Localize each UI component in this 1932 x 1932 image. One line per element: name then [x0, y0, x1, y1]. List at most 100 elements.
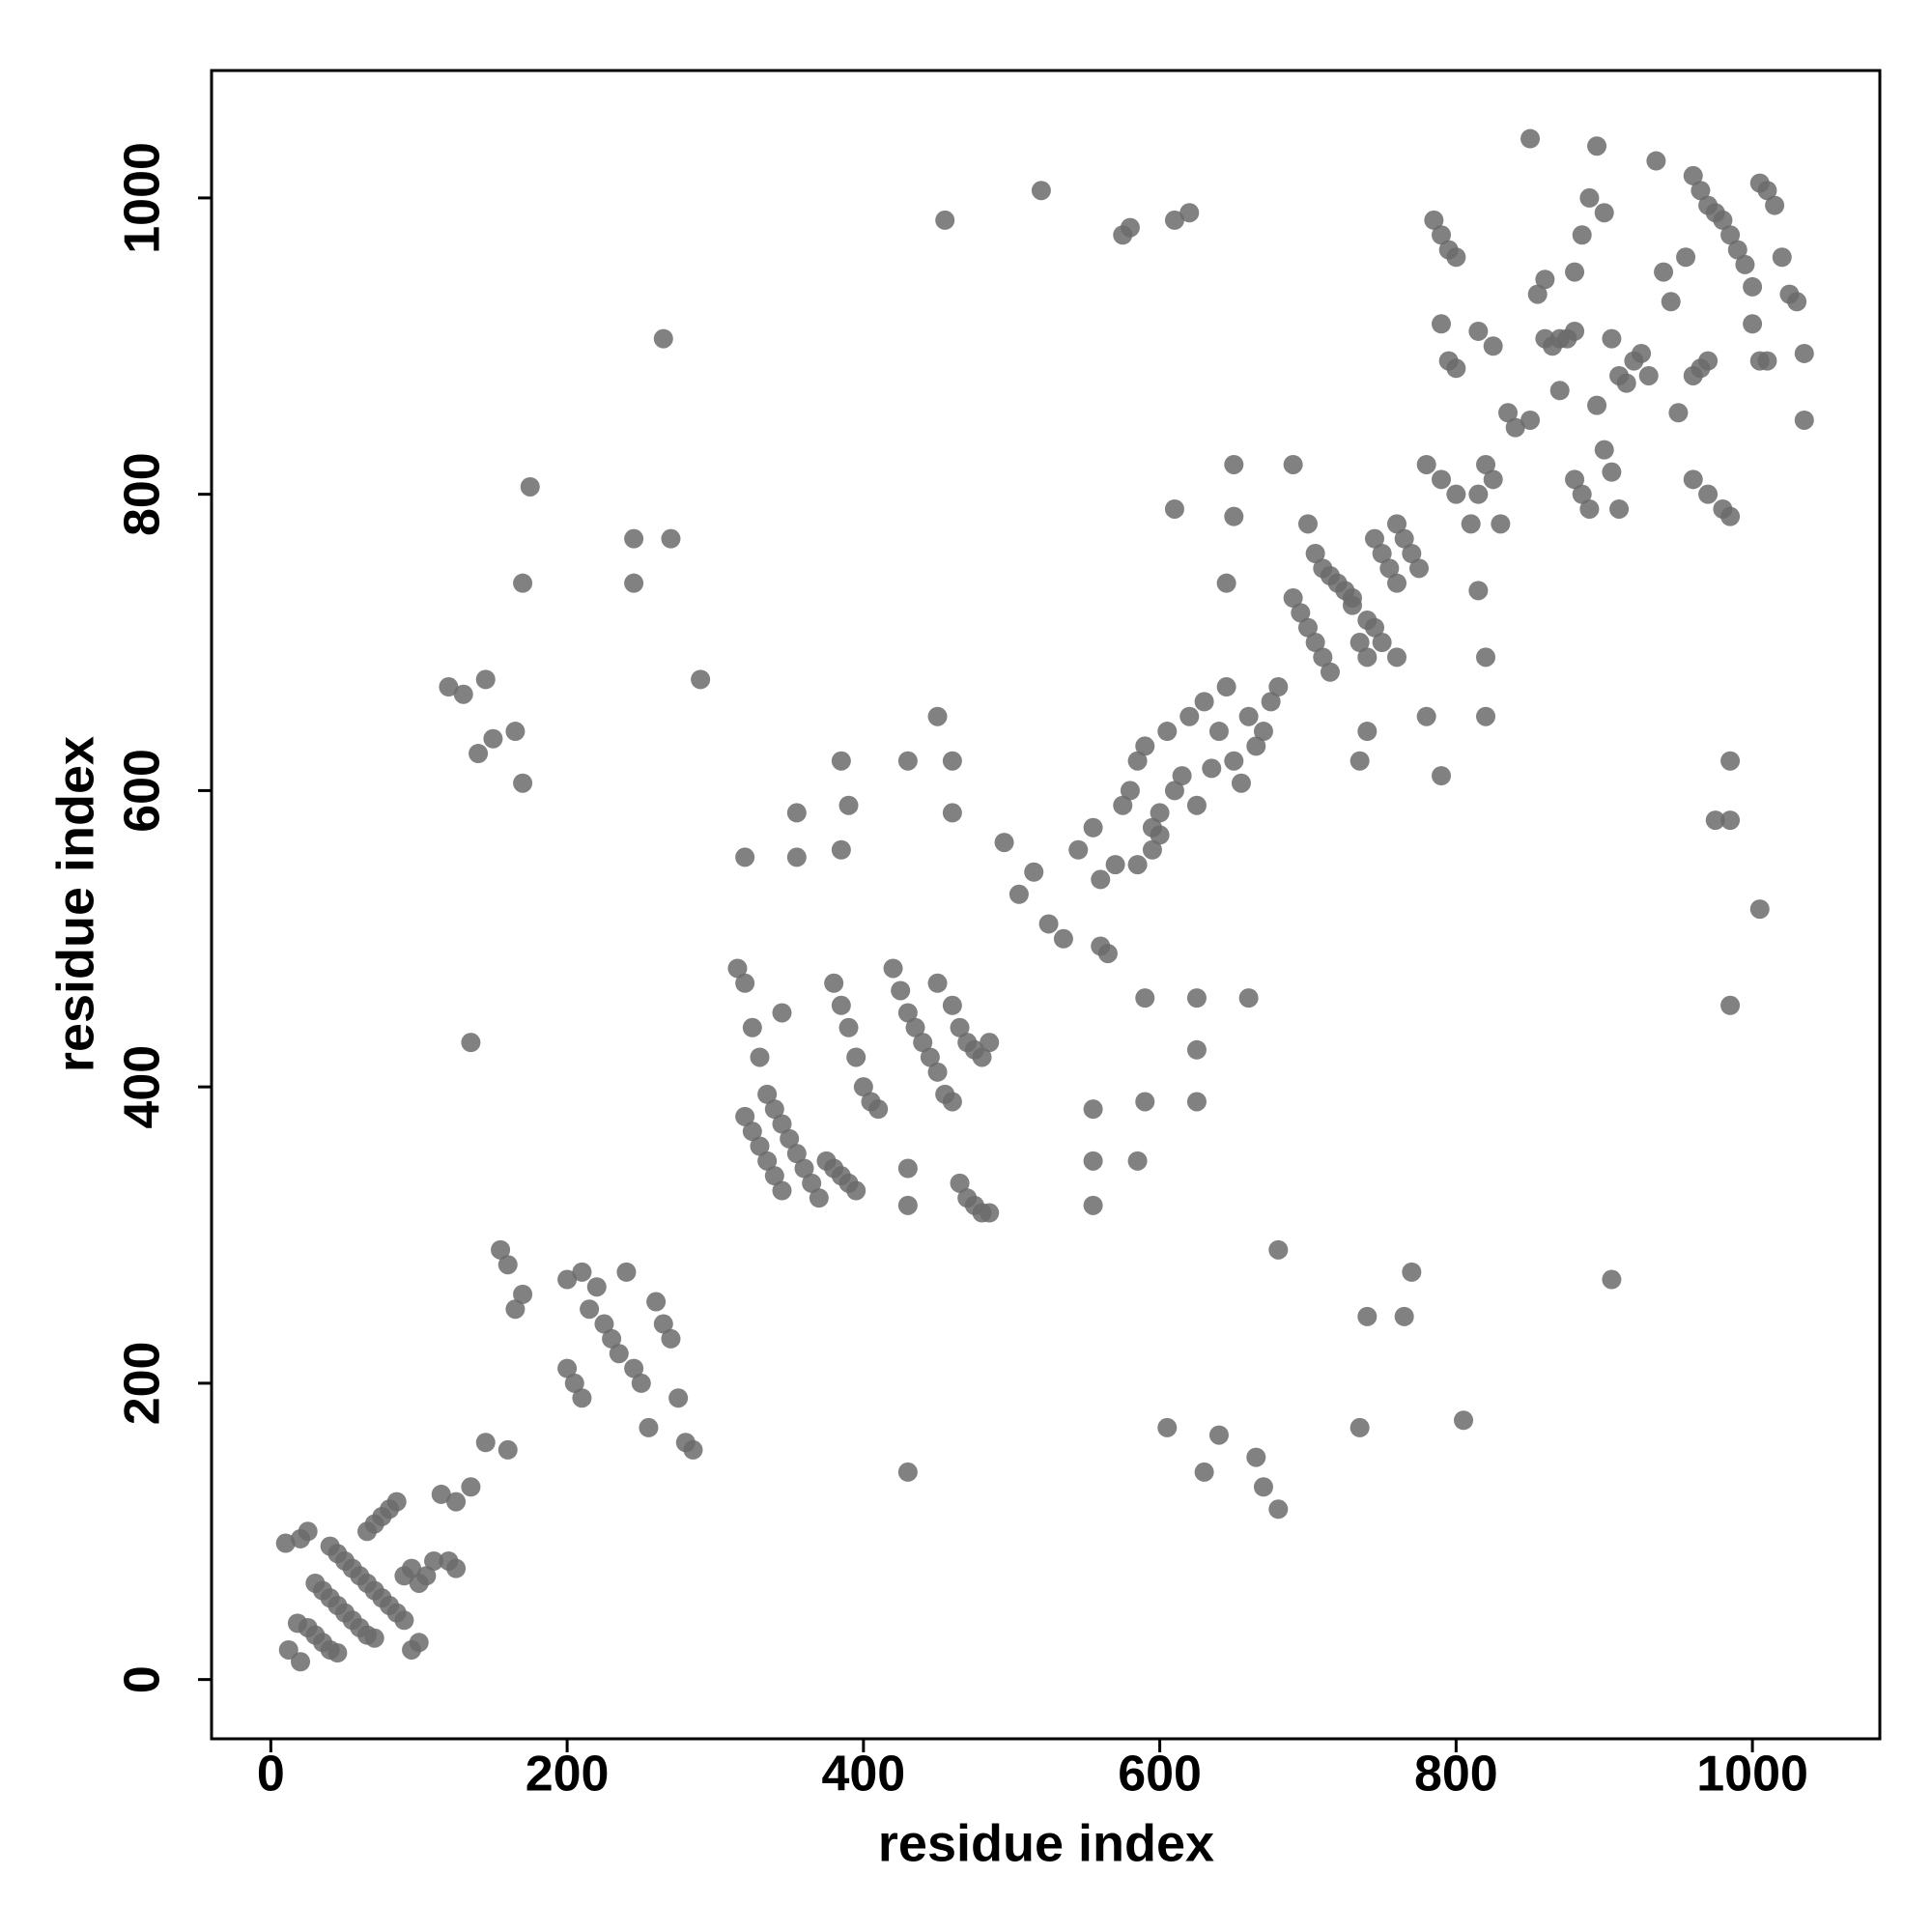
- point: [1409, 558, 1430, 579]
- point: [1120, 781, 1140, 801]
- point: [809, 1188, 829, 1208]
- point: [1357, 647, 1378, 668]
- point: [1238, 988, 1259, 1009]
- point: [505, 1299, 526, 1320]
- point: [1446, 484, 1466, 504]
- point: [1313, 647, 1333, 668]
- point: [653, 1314, 673, 1334]
- point: [1402, 544, 1422, 564]
- point: [853, 1077, 873, 1097]
- point: [1587, 395, 1607, 415]
- point: [897, 751, 918, 771]
- point: [1602, 1269, 1622, 1290]
- point: [1216, 677, 1236, 697]
- point: [764, 1099, 784, 1120]
- point: [1594, 440, 1614, 460]
- point: [1135, 1092, 1155, 1112]
- point: [980, 1033, 1000, 1053]
- point: [1268, 1239, 1289, 1260]
- point: [1268, 677, 1289, 697]
- y-tick-label: 800: [115, 452, 171, 536]
- point: [1268, 1499, 1289, 1520]
- point: [1194, 1462, 1214, 1482]
- point: [1549, 381, 1570, 401]
- point: [727, 958, 748, 979]
- point: [1491, 514, 1511, 534]
- point: [1632, 343, 1652, 363]
- point: [1468, 581, 1489, 601]
- point: [1283, 588, 1303, 609]
- point: [1468, 484, 1489, 504]
- point: [1357, 722, 1378, 742]
- point: [942, 751, 962, 771]
- point: [838, 795, 859, 815]
- point: [1535, 328, 1555, 349]
- point: [1208, 722, 1229, 742]
- point: [1579, 187, 1600, 208]
- point: [846, 1047, 867, 1067]
- point: [950, 1173, 970, 1193]
- point: [1757, 181, 1777, 201]
- point: [1690, 181, 1711, 201]
- point: [1549, 328, 1570, 349]
- point: [497, 1439, 518, 1460]
- point: [586, 1277, 607, 1297]
- point: [1320, 662, 1340, 682]
- point: [1083, 1195, 1103, 1215]
- point: [1432, 314, 1452, 334]
- point: [1454, 1410, 1474, 1431]
- point: [1720, 225, 1741, 245]
- point: [1202, 758, 1222, 779]
- point: [1305, 633, 1325, 653]
- point: [897, 1158, 918, 1179]
- point: [942, 803, 962, 823]
- point: [897, 1462, 918, 1482]
- point: [1468, 321, 1489, 341]
- point: [786, 1144, 807, 1164]
- point: [291, 1652, 311, 1672]
- point: [439, 677, 459, 697]
- point: [668, 1388, 689, 1408]
- point: [1135, 736, 1155, 756]
- point: [446, 1558, 467, 1578]
- point: [1424, 210, 1444, 230]
- point: [1350, 633, 1370, 653]
- point: [1720, 506, 1741, 526]
- point: [1224, 506, 1244, 526]
- point: [275, 1533, 296, 1553]
- point: [1135, 988, 1155, 1009]
- point: [891, 980, 911, 1001]
- point: [1113, 795, 1133, 815]
- point: [424, 1550, 444, 1571]
- point: [927, 706, 948, 726]
- point: [624, 573, 644, 593]
- point: [1150, 825, 1170, 845]
- point: [1535, 270, 1555, 290]
- point: [683, 1439, 703, 1460]
- point: [757, 1151, 778, 1171]
- point: [1446, 247, 1466, 268]
- point: [1432, 766, 1452, 786]
- point: [409, 1573, 429, 1593]
- point: [1794, 410, 1814, 430]
- point: [1735, 254, 1755, 274]
- point: [794, 1158, 814, 1179]
- point: [1520, 410, 1541, 430]
- point: [431, 1484, 451, 1504]
- point: [1031, 181, 1051, 201]
- point: [1394, 528, 1414, 549]
- point: [1565, 469, 1585, 490]
- point: [602, 1328, 622, 1349]
- point: [1053, 928, 1073, 949]
- point: [742, 1122, 762, 1142]
- point: [1432, 469, 1452, 490]
- point: [594, 1314, 614, 1334]
- point: [735, 847, 755, 867]
- point: [942, 995, 962, 1015]
- point: [491, 1239, 511, 1260]
- point: [298, 1521, 318, 1542]
- point: [557, 1269, 578, 1290]
- point: [786, 803, 807, 823]
